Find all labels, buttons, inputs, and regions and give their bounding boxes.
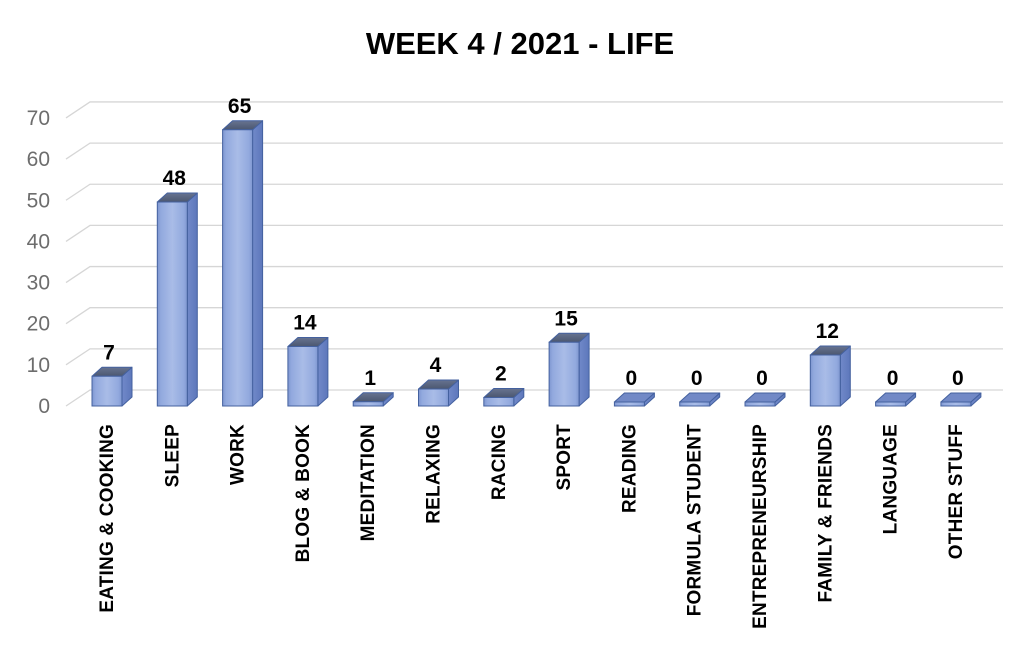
- bar: [156, 192, 198, 407]
- y-axis-tick-label: 10: [27, 354, 50, 377]
- bar-value-label: 12: [816, 320, 839, 343]
- bar-front-face: [287, 346, 319, 407]
- bar-value-label: 15: [554, 307, 578, 330]
- grid-line: [65, 224, 1003, 242]
- chart-title: WEEK 4 / 2021 - LIFE: [366, 26, 674, 61]
- y-axis-tick-label: 30: [27, 272, 50, 295]
- category-label: LANGUAGE: [881, 424, 902, 534]
- bar-front-face: [613, 401, 645, 407]
- bar-front-face: [744, 401, 776, 407]
- y-axis-labels: 0 10 20 30 40 50 60 70: [27, 107, 50, 418]
- category-label: RELAXING: [424, 424, 445, 524]
- grid-line: [65, 142, 1003, 160]
- bar: [287, 337, 329, 407]
- bar: [679, 392, 721, 407]
- category-label: SLEEP: [162, 424, 183, 487]
- category-label: SPORT: [554, 424, 575, 491]
- bar-value-label: 48: [163, 167, 187, 190]
- grid-line: [65, 307, 1003, 325]
- grid-line: [65, 101, 1003, 119]
- bar-front-face: [156, 201, 188, 407]
- bars: [91, 120, 982, 407]
- bar-side-face: [839, 345, 851, 407]
- category-label: FORMULA STUDENT: [685, 424, 706, 616]
- bar: [418, 379, 459, 407]
- bar-value-label: 0: [626, 367, 638, 390]
- bar-side-face: [578, 332, 590, 407]
- bar-side-face: [317, 337, 329, 407]
- bar: [352, 392, 394, 407]
- bar-value-label: 0: [952, 367, 964, 390]
- grid-line: [65, 389, 1003, 407]
- category-label: MEDITATION: [358, 424, 379, 541]
- bar: [940, 392, 982, 407]
- bar-front-face: [222, 129, 254, 407]
- bar: [483, 388, 525, 407]
- category-label: WORK: [228, 424, 249, 485]
- bar-value-label: 14: [293, 312, 317, 335]
- bar-value-label: 1: [364, 367, 376, 390]
- category-label: BLOG & BOOK: [293, 424, 314, 562]
- bar-value-label: 0: [691, 367, 703, 390]
- bar-front-face: [91, 375, 123, 407]
- bar-value-label: 0: [887, 367, 899, 390]
- category-label: RACING: [489, 424, 510, 500]
- y-axis-tick-label: 20: [27, 313, 50, 336]
- category-label: READING: [619, 424, 640, 513]
- bar-value-label: 65: [228, 95, 252, 118]
- bar-value-label: 4: [430, 354, 442, 377]
- y-axis-tick-label: 40: [27, 230, 50, 253]
- bar-side-face: [186, 192, 198, 407]
- y-axis-tick-label: 60: [27, 148, 50, 171]
- grid-line: [65, 183, 1003, 201]
- bar-value-label: 7: [103, 341, 115, 364]
- grid-line: [65, 348, 1003, 366]
- bar-front-face: [940, 401, 972, 407]
- category-label: OTHER STUFF: [946, 424, 967, 559]
- category-label: EATING & COOKING: [97, 424, 118, 613]
- y-axis-tick-label: 50: [27, 189, 50, 212]
- bar-value-label: 2: [495, 363, 507, 386]
- bar-front-face: [418, 388, 449, 407]
- bar: [875, 392, 917, 407]
- bar-side-face: [252, 120, 264, 407]
- bar-front-face: [352, 401, 384, 407]
- bar: [222, 120, 264, 407]
- bar: [613, 392, 655, 407]
- category-labels: EATING & COOKING SLEEP WORK BLOG & BOOK MEDI…: [97, 424, 967, 629]
- category-label: ENTREPRENEURSHIP: [750, 424, 771, 629]
- bar-front-face: [679, 401, 711, 407]
- bar-front-face: [809, 354, 841, 407]
- bar: [809, 345, 851, 407]
- bar-front-face: [548, 341, 580, 407]
- y-axis-tick-label: 0: [38, 395, 50, 418]
- bar-front-face: [875, 401, 907, 407]
- y-axis-tick-label: 70: [27, 107, 50, 130]
- bar: [548, 332, 590, 407]
- gridlines: [65, 101, 1003, 407]
- category-label: FAMILY & FRIENDS: [815, 424, 836, 602]
- bar-value-label: 0: [756, 367, 768, 390]
- grid-line: [65, 265, 1003, 284]
- bar-front-face: [483, 397, 515, 407]
- bar: [91, 366, 133, 407]
- bar: [744, 392, 786, 407]
